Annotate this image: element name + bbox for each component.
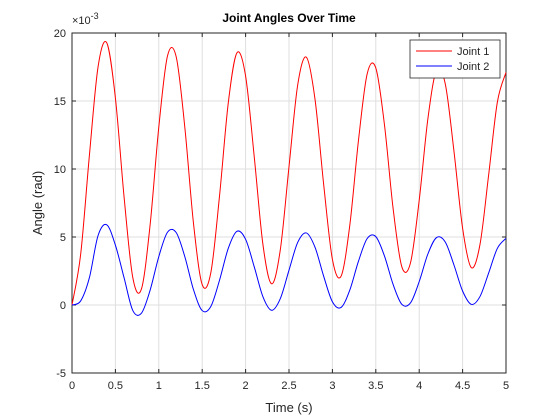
- y-axis-label: Angle (rad): [30, 171, 45, 235]
- y-tick-label: 5: [60, 232, 66, 244]
- x-tick-label: 4: [416, 380, 422, 392]
- legend: Joint 1 Joint 2: [409, 39, 501, 79]
- x-tick-label: 0: [69, 380, 75, 392]
- y-tick-label: 20: [54, 28, 66, 40]
- x-tick-label: 1.5: [195, 380, 210, 392]
- chart-title: Joint Angles Over Time: [222, 11, 356, 25]
- x-tick-label: 3: [329, 380, 335, 392]
- y-multiplier-power: -3: [91, 11, 99, 21]
- x-tick-label: 1: [156, 380, 162, 392]
- x-tick-label: 3.5: [368, 380, 383, 392]
- data-line: [71, 41, 507, 306]
- y-tick-label: 15: [54, 96, 66, 108]
- legend-label: Joint 2: [457, 61, 489, 73]
- x-tick-label: 4.5: [455, 380, 470, 392]
- legend-box: [409, 39, 501, 79]
- x-tick-label: 0.5: [108, 380, 123, 392]
- y-tick-label: 10: [54, 164, 66, 176]
- axes-box: [71, 32, 507, 374]
- y-multiplier-base: ×10: [72, 15, 91, 27]
- x-tick-label: 2: [243, 380, 249, 392]
- y-tick-label: -5: [56, 368, 66, 380]
- y-tick-label: 0: [60, 300, 66, 312]
- x-axis-label: Time (s): [265, 400, 312, 415]
- data-line: [71, 223, 507, 316]
- y-multiplier: ×10-3: [72, 11, 99, 27]
- x-tick-label: 5: [503, 380, 509, 392]
- x-tick-label: 2.5: [281, 380, 296, 392]
- legend-label: Joint 1: [457, 46, 489, 58]
